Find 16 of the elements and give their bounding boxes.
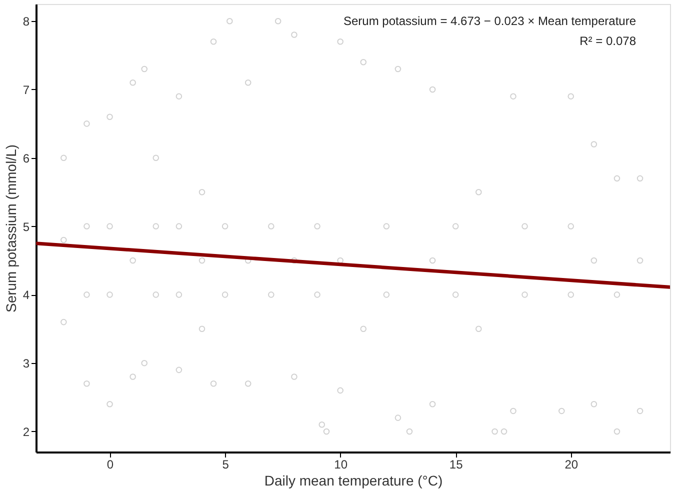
x-tick-label: 0 (106, 458, 114, 472)
y-tick-label: 4 (22, 288, 30, 302)
x-tick-label: 10 (334, 458, 348, 472)
x-axis-title: Daily mean temperature (°C) (264, 472, 443, 488)
y-tick-label: 3 (22, 356, 30, 371)
x-tick-label: 15 (449, 458, 464, 472)
y-tick-label: 6 (22, 151, 30, 166)
x-tick-label: 20 (564, 458, 578, 472)
annotation: Serum potassium = 4.673 − 0.023 × Mean temperature (343, 14, 636, 28)
y-tick-label: 7 (22, 82, 30, 97)
y-tick-label: 8 (22, 14, 30, 29)
y-tick-label: 5 (22, 220, 30, 234)
annotation: R² = 0.078 (580, 34, 636, 48)
x-tick-label: 5 (222, 458, 230, 472)
y-tick-label: 2 (22, 424, 30, 439)
y-axis-title: Serum potassium (mmol/L) (2, 144, 19, 313)
